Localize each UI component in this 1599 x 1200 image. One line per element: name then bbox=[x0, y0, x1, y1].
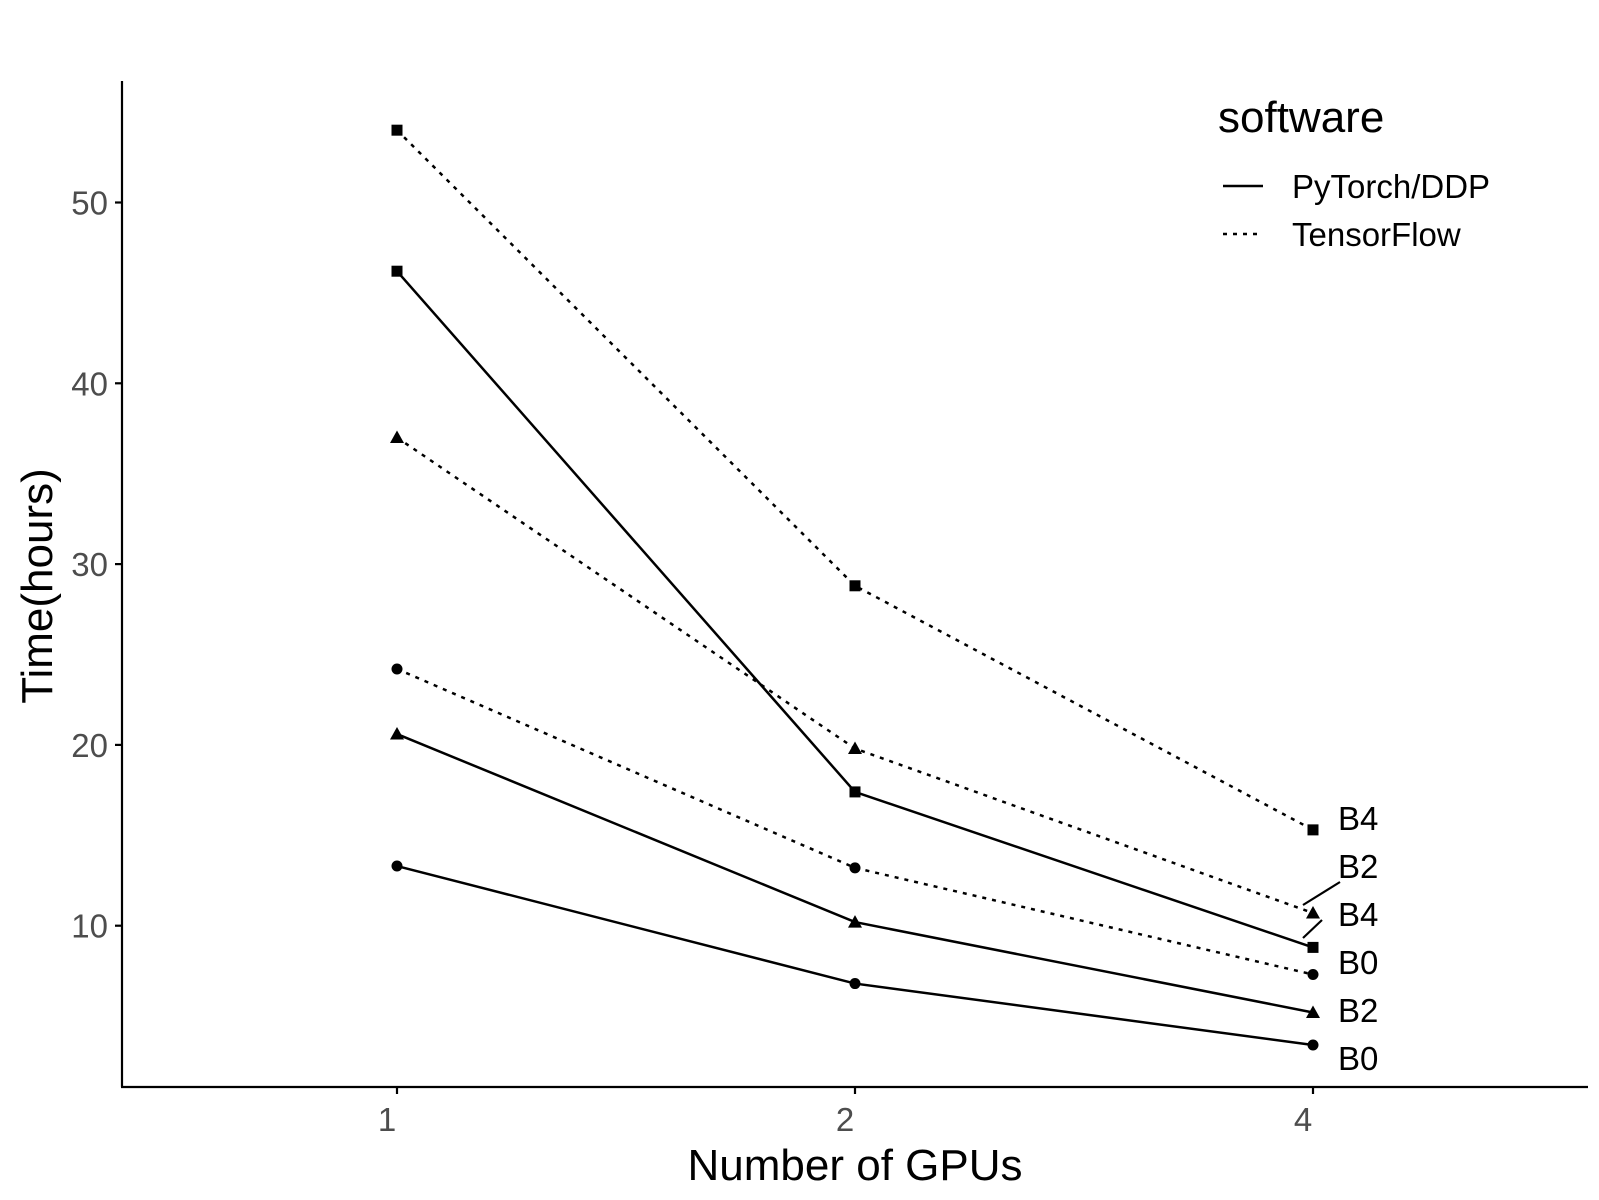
legend: software PyTorch/DDP TensorFlow bbox=[1218, 93, 1490, 253]
series-line-b2-tensorflow bbox=[396, 436, 1314, 915]
series-end-label: B2 bbox=[1338, 848, 1378, 885]
data-point-square bbox=[849, 580, 861, 592]
x-tick-label: 4 bbox=[1294, 1101, 1312, 1138]
x-tick-label: 2 bbox=[836, 1101, 854, 1138]
data-point-square bbox=[849, 786, 861, 798]
x-tick-label: 1 bbox=[378, 1101, 396, 1138]
series-end-label: B4 bbox=[1338, 800, 1378, 837]
y-tick-label: 10 bbox=[71, 908, 108, 945]
series-end-label: B0 bbox=[1338, 944, 1378, 981]
data-point-square bbox=[391, 124, 403, 136]
series-end-label: B4 bbox=[1338, 896, 1378, 933]
series-line-b0-pytorch bbox=[396, 864, 1314, 1047]
y-tick-label: 20 bbox=[71, 727, 108, 764]
end-labels: B4 B2 B4 B0 B2 B0 bbox=[1302, 800, 1378, 1077]
data-point-triangle bbox=[1306, 1005, 1320, 1018]
x-axis-title: Number of GPUs bbox=[688, 1141, 1023, 1190]
data-point-triangle bbox=[848, 741, 862, 755]
legend-title: software bbox=[1218, 93, 1384, 142]
series-line-b0-tensorflow bbox=[396, 667, 1314, 976]
series-line-b4-tensorflow bbox=[396, 129, 1314, 831]
data-point-circle bbox=[1307, 1039, 1319, 1051]
data-point-square bbox=[1307, 824, 1319, 836]
y-tick-label: 50 bbox=[71, 185, 108, 222]
series-end-label: B0 bbox=[1338, 1040, 1378, 1077]
data-point-triangle bbox=[390, 727, 404, 740]
data-point-circle bbox=[391, 663, 403, 675]
y-tick-label: 30 bbox=[71, 546, 108, 583]
data-point-circle bbox=[1307, 969, 1319, 981]
data-point-circle bbox=[391, 860, 403, 872]
data-point-square bbox=[1307, 941, 1319, 953]
data-point-triangle bbox=[1306, 906, 1320, 919]
data-point-square bbox=[391, 265, 403, 277]
data-point-circle bbox=[849, 978, 861, 990]
label-leader-line bbox=[1302, 919, 1323, 939]
legend-label-pytorch: PyTorch/DDP bbox=[1292, 168, 1490, 205]
series-line-b4-pytorch bbox=[396, 270, 1314, 949]
legend-label-tensorflow: TensorFlow bbox=[1292, 216, 1461, 253]
y-tick-label: 40 bbox=[71, 365, 108, 402]
series-markers bbox=[390, 124, 1320, 1051]
data-point-triangle bbox=[390, 430, 404, 444]
series-end-label: B2 bbox=[1338, 992, 1378, 1029]
y-axis-title: Time(hours) bbox=[13, 468, 62, 704]
ticks: 10 20 30 40 50 1 2 4 bbox=[71, 185, 1315, 1138]
data-point-circle bbox=[849, 862, 861, 874]
data-point-triangle bbox=[848, 915, 862, 928]
label-leader-line bbox=[1302, 881, 1341, 906]
